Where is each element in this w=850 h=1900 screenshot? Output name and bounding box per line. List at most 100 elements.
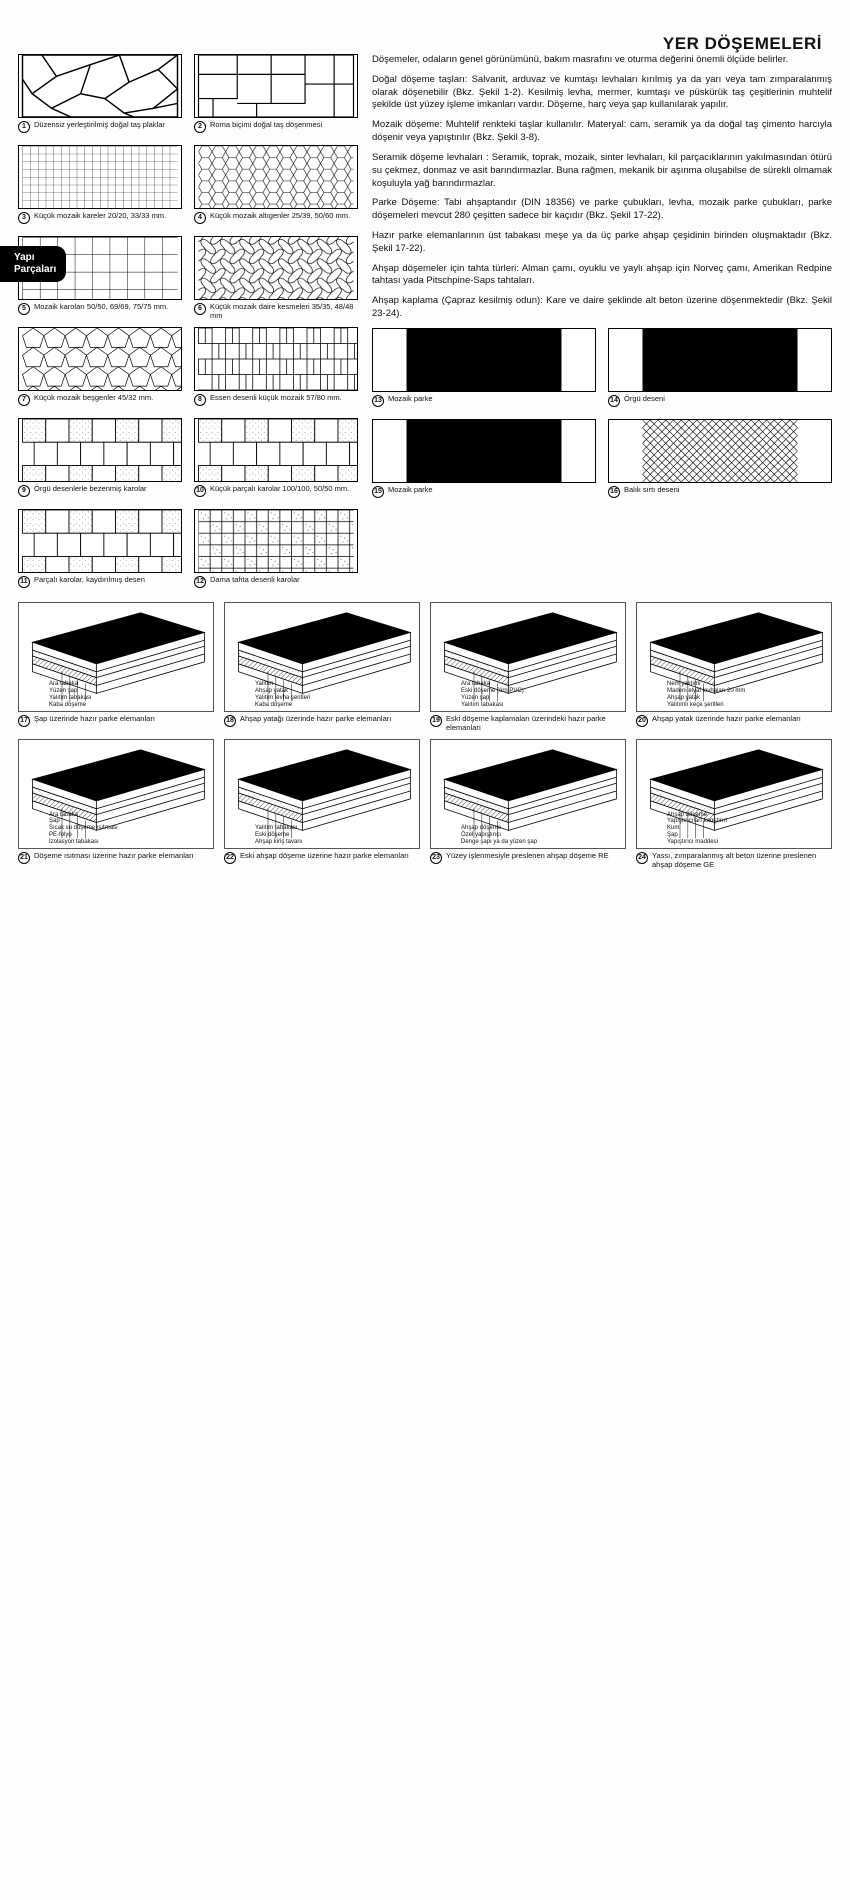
figure-6: 6 Küçük mozaik daire kesmeleri 35/35, 48/… [194,236,358,321]
section-labels: Ara tabakaEski döşeme (örn.PVC)Yüzen şap… [433,681,524,709]
figure-caption: Örgü deseni [624,395,832,404]
section-box: Yalıtım tabakasıEski döşemeAhşap kiriş t… [224,739,420,849]
section-labels: Ahşap döşemeÖzel yapıştırıcıDenge şapı y… [433,825,537,846]
figure-10: 10 Küçük parçalı karolar 100/100, 50/50 m… [194,418,358,503]
section-box: Nem yalıtımıMadeni elyaf levhaları 20 mm… [636,602,832,712]
section-number: 21 [18,852,30,864]
figure-number: 1 [18,121,30,133]
figure-8: 8 Essen desenli küçük mozaik 57/80 mm. [194,327,358,412]
section-24: Ahşap döşemeYapıştırıcıları karıştırınKu… [636,739,832,870]
section-number: 20 [636,715,648,727]
section-grid: Ara tabakaYüzen şapYalıtım tabakasıKaba … [18,602,832,870]
section-box: Ara tabakaEski döşeme (örn.PVC)Yüzen şap… [430,602,626,712]
figure-caption: Parçalı karolar, kaydırılmış desen [34,576,182,585]
figure-9: 9 Örgü desenlerle bezenmiş karolar [18,418,182,503]
figure-caption: Mozaik parke [388,486,596,495]
section-box: Ara tabakaŞapSıcak su döşeme ısıtmasıPE-… [18,739,214,849]
section-box: YalıtımAhşap yatakYalıtım levha şeritler… [224,602,420,712]
figure-caption: Düzensiz yerleştirilmiş doğal taş plakla… [34,121,182,130]
section-labels: Ahşap döşemeYapıştırıcıları karıştırınKu… [639,812,727,846]
figure-1: 1 Düzensiz yerleştirilmiş doğal taş plakl… [18,54,182,139]
page-title: YER DÖŞEMELERİ [663,34,822,54]
figure-4: 4Küçük mozaik altıgenler 25/39, 50/60 mm… [194,145,358,230]
figure-box [18,54,182,118]
figure-number: 6 [194,303,206,315]
section-21: Ara tabakaŞapSıcak su döşeme ısıtmasıPE-… [18,739,214,870]
section-caption: Eski ahşap döşeme üzerine hazır parke el… [240,852,420,861]
section-caption: Eski döşeme kaplamaları üzerindeki hazır… [446,715,626,732]
figure-number: 2 [194,121,206,133]
figure-number: 8 [194,394,206,406]
section-caption: Yüzey işlenmesiyle preslenen ahşap döşem… [446,852,626,861]
figure-box [18,327,182,391]
figure-caption: Küçük mozaik daire kesmeleri 35/35, 48/4… [210,303,358,320]
section-18: YalıtımAhşap yatakYalıtım levha şeritler… [224,602,420,733]
section-caption: Yassı, zımparalanmış alt beton üzerine p… [652,852,832,869]
figure-box [18,509,182,573]
figure-15: 15 Mozaik parke [372,419,596,504]
figure-16: 16 Balık sırtı deseni [608,419,832,504]
section-box: Ahşap döşemeÖzel yapıştırıcıDenge şapı y… [430,739,626,849]
section-number: 22 [224,852,236,864]
section-labels: Ara tabakaŞapSıcak su döşeme ısıtmasıPE-… [21,812,118,846]
section-caption: Ahşap yatağı üzerinde hazır parke eleman… [240,715,420,724]
figure-number: 10 [194,485,206,497]
figure-number: 12 [194,576,206,588]
figure-13: 13Mozaik parke [372,328,596,413]
figure-box [194,509,358,573]
section-caption: Şap üzerinde hazır parke elemanları [34,715,214,724]
section-number: 17 [18,715,30,727]
section-box: Ahşap döşemeYapıştırıcıları karıştırınKu… [636,739,832,849]
figure-number: 14 [608,395,620,407]
body-text: Döşemeler, odaların genel görünümünü, ba… [372,54,832,328]
section-17: Ara tabakaYüzen şapYalıtım tabakasıKaba … [18,602,214,733]
body-paragraph: Doğal döşeme taşları: Salvanit, arduvaz … [372,74,832,112]
section-box: Ara tabakaYüzen şapYalıtım tabakasıKaba … [18,602,214,712]
figure-box [608,419,832,483]
figure-box [372,328,596,392]
section-22: Yalıtım tabakasıEski döşemeAhşap kiriş t… [224,739,420,870]
figure-caption: Essen desenli küçük mozaik 57/80 mm. [210,394,358,403]
figure-box [18,145,182,209]
figure-number: 7 [18,394,30,406]
figure-number: 3 [18,212,30,224]
side-tab: Yapı Parçaları [0,246,66,282]
body-paragraph: Seramik döşeme levhaları : Seramik, topr… [372,152,832,190]
figure-box [194,236,358,300]
figure-box [608,328,832,392]
figure-caption: Mozaik parke [388,395,596,404]
figure-grid-right-row2: 15 Mozaik parke 16 Balık sırtı deseni [372,419,832,504]
figure-box [194,145,358,209]
section-caption: Ahşap yatak üzerinde hazır parke elemanl… [652,715,832,724]
section-labels: Nem yalıtımıMadeni elyaf levhaları 20 mm… [639,681,745,709]
figure-number: 9 [18,485,30,497]
figure-7: 7Küçük mozaik beşgenler 45/32 mm. [18,327,182,412]
figure-11: 11 Parçalı karolar, kaydırılmış desen [18,509,182,594]
section-20: Nem yalıtımıMadeni elyaf levhaları 20 mm… [636,602,832,733]
figure-box [18,418,182,482]
body-paragraph: Döşemeler, odaların genel görünümünü, ba… [372,54,832,67]
figure-caption: Örgü desenlerle bezenmiş karolar [34,485,182,494]
figure-box [194,418,358,482]
figure-number: 16 [608,486,620,498]
figure-12: 12 Dama tahta desenli karolar [194,509,358,594]
figure-caption: Balık sırtı deseni [624,486,832,495]
figure-number: 11 [18,576,30,588]
figure-box [194,327,358,391]
figure-box [194,54,358,118]
figure-caption: Küçük parçalı karolar 100/100, 50/50 mm. [210,485,358,494]
figure-number: 4 [194,212,206,224]
figure-2: 2Roma biçimi doğal taş döşenmesi [194,54,358,139]
figure-caption: Dama tahta desenli karolar [210,576,358,585]
section-23: Ahşap döşemeÖzel yapıştırıcıDenge şapı y… [430,739,626,870]
section-number: 24 [636,852,648,864]
section-number: 19 [430,715,442,727]
figure-box [372,419,596,483]
figure-caption: Küçük mozaik kareler 20/20, 33/33 mm. [34,212,182,221]
figure-number: 5 [18,303,30,315]
figure-number: 15 [372,486,384,498]
body-paragraph: Ahşap döşemeler için tahta türleri: Alma… [372,263,832,289]
section-number: 23 [430,852,442,864]
figure-3: 3 Küçük mozaik kareler 20/20, 33/33 mm. [18,145,182,230]
section-labels: YalıtımAhşap yatakYalıtım levha şeritler… [227,681,310,709]
